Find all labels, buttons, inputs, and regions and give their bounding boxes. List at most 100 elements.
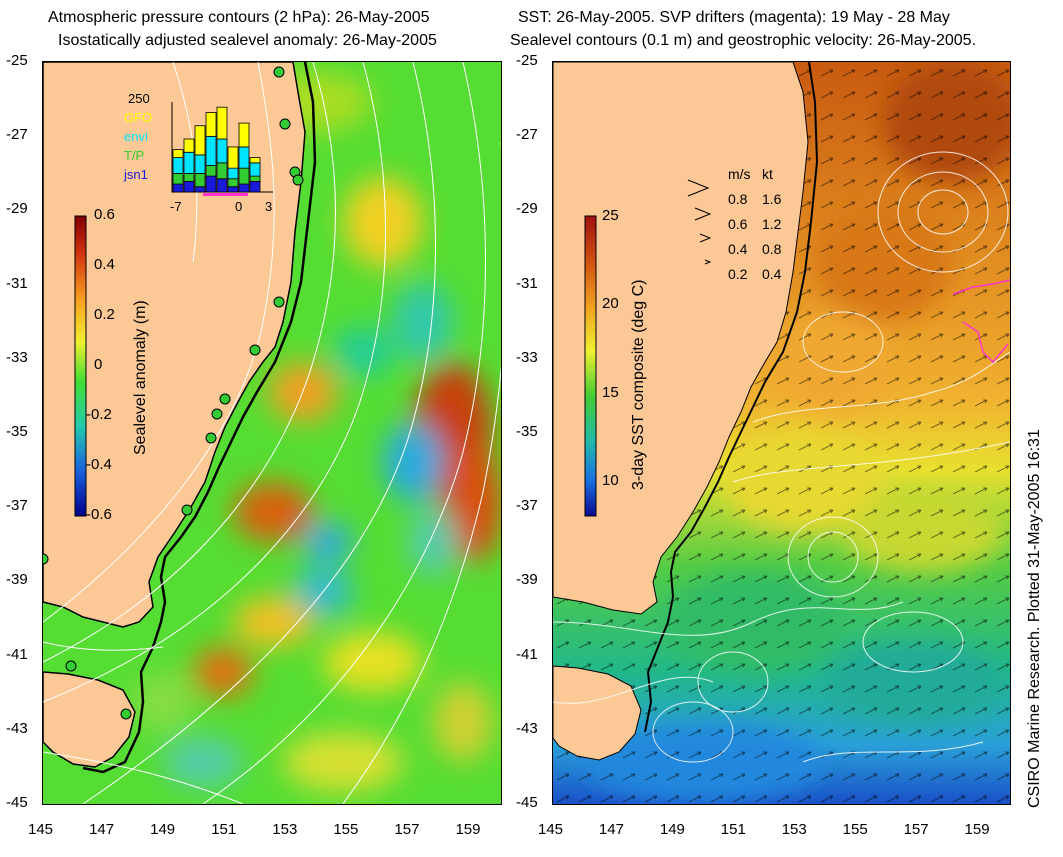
colorbar-tick: 0.2 (94, 306, 115, 323)
histogram-bar-jsn1 (238, 183, 250, 193)
pressure-contours (43, 62, 501, 804)
altimeter-histogram (171, 102, 273, 196)
y-tick-label: -29 (516, 200, 538, 218)
velocity-legend-arrows (687, 179, 712, 265)
histogram-bar-gfo (194, 125, 206, 156)
legend-envi: envi (124, 129, 148, 144)
velocity-arrow-0-6 (694, 207, 712, 221)
histogram-bar-tp (205, 165, 217, 177)
colorbar-tick: -0.6 (86, 506, 112, 523)
y-tick-label: -39 (516, 571, 538, 589)
left-title-line1: Atmospheric pressure contours (2 hPa): 2… (48, 9, 430, 26)
sst-map (552, 61, 1011, 805)
x-tick-label: 159 (455, 821, 481, 838)
velocity-legend: m/s kt 0.8 1.6 0.6 1.2 0.4 0.8 0.2 0.4 (714, 162, 781, 287)
tide-gauge-marker (211, 408, 223, 420)
svp-drifters (952, 279, 1010, 364)
histogram-bar-envi (183, 151, 195, 174)
histogram-bar-tp (194, 173, 206, 188)
tide-gauge-marker (65, 660, 77, 672)
y-tick-label: -35 (6, 423, 28, 440)
colorbar-tick: -0.2 (86, 406, 112, 423)
histogram-bar-gfo (172, 149, 184, 158)
x-tick-label: 157 (903, 821, 929, 838)
velocity-kt: 1.6 (762, 191, 782, 207)
tide-gauge-marker (249, 344, 261, 356)
y-tick-label: -33 (516, 348, 538, 366)
x-tick-label: 155 (333, 821, 359, 838)
velocity-ms: 0.8 (728, 191, 748, 207)
histogram-bar-gfo (227, 146, 239, 169)
tide-gauge-marker (205, 432, 217, 444)
histogram-bar-jsn1 (216, 178, 228, 193)
sst-colorbar-tick: 20 (602, 295, 619, 312)
velocity-header-ms: m/s (728, 166, 751, 182)
sst-colorbar (584, 215, 597, 517)
histogram-bar-tp (172, 173, 184, 185)
velocity-ms: 0.4 (728, 241, 748, 257)
tasmania (553, 665, 642, 761)
histogram-bar-tp (238, 167, 250, 185)
histogram-bar-tp (216, 162, 228, 180)
histogram-legend: GFO envi T/P jsn1 (124, 108, 152, 184)
tide-gauge-marker (279, 118, 291, 130)
tide-gauge-marker (292, 174, 304, 186)
colorbar-tick: 0.4 (94, 256, 115, 273)
y-tick-label: -25 (6, 52, 28, 69)
y-tick-label: -31 (516, 274, 538, 292)
x-tick-label: 149 (150, 821, 176, 838)
histogram-xtick: 3 (265, 199, 273, 214)
x-tick-label: 145 (28, 821, 54, 838)
y-tick-label: -33 (6, 348, 28, 366)
y-tick-label: -35 (516, 423, 538, 440)
histogram-bar-gfo (183, 138, 195, 153)
sealevel-colorbar-ticks: 0.6 0.4 0.2 0 -0.2 -0.4 -0.6 (86, 206, 130, 523)
sst-colorbar-label: 3-day SST composite (deg C) (630, 279, 647, 490)
histogram-bar-envi (216, 138, 228, 164)
x-tick-label: 145 (538, 821, 564, 838)
credit-text: CSIRO Marine Research. Plotted 31-May-20… (1026, 429, 1043, 808)
right-title-line1: SST: 26-May-2005. SVP drifters (magenta)… (518, 9, 950, 26)
x-tick-label: 153 (272, 821, 298, 838)
shelf-edge-line (82, 62, 317, 774)
histogram-bar-jsn1 (205, 175, 217, 193)
histogram-bar-tp (249, 175, 261, 182)
x-tick-label: 153 (781, 821, 807, 838)
x-tick-label: 157 (394, 821, 420, 838)
y-tick-label: -43 (6, 719, 28, 737)
y-tick-label: -41 (516, 645, 538, 663)
tide-gauge-marker (120, 708, 132, 720)
velocity-ms: 0.2 (728, 266, 748, 282)
histogram-window-marker (203, 193, 248, 196)
y-tick-label: -37 (516, 497, 538, 515)
histogram-bar-gfo (205, 112, 217, 137)
legend-jsn1: jsn1 (124, 167, 148, 182)
histogram-bar-jsn1 (172, 183, 184, 193)
y-tick-label: -27 (6, 126, 28, 144)
y-tick-label: -45 (516, 794, 538, 811)
histogram-bar-gfo (216, 106, 228, 140)
histogram-bar-gfo (249, 157, 261, 164)
shelf-edge-line (644, 62, 819, 733)
y-tick-label: -31 (6, 274, 28, 292)
sealevel-anomaly-map (42, 61, 502, 805)
tide-gauge-marker (273, 66, 285, 78)
x-tick-label: 147 (89, 821, 115, 838)
velocity-arrow-0-8 (687, 179, 710, 197)
velocity-header-kt: kt (762, 166, 773, 182)
legend-gfo: GFO (124, 110, 153, 125)
y-tick-label: -39 (6, 571, 28, 589)
x-tick-label: 155 (842, 821, 868, 838)
histogram-bar-jsn1 (183, 181, 195, 193)
right-title-line2: Sealevel contours (0.1 m) and geostrophi… (510, 32, 977, 49)
tasmania (43, 671, 136, 768)
histogram-bar-envi (227, 167, 239, 180)
histogram-bar-jsn1 (249, 181, 261, 193)
velocity-arrow-0-2 (704, 259, 712, 265)
anomaly-field (133, 72, 501, 792)
x-tick-label: 151 (211, 821, 237, 838)
y-tick-label: -45 (6, 794, 28, 811)
histogram-bar-envi (194, 154, 206, 174)
y-tick-label: -43 (516, 719, 538, 737)
y-tick-label: -29 (6, 200, 28, 218)
